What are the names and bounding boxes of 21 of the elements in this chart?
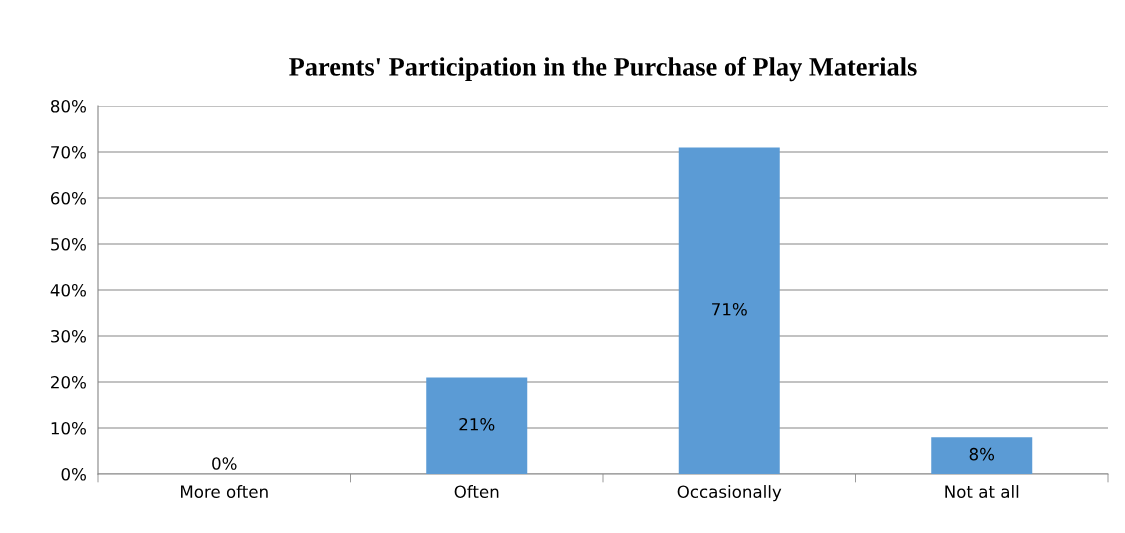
data-label: 8% — [969, 447, 995, 461]
y-tick-label: 80% — [50, 99, 86, 113]
chart-title: Parents' Participation in the Purchase of Play Materials — [289, 56, 917, 82]
data-label: 0% — [212, 457, 237, 470]
y-tick-label: 60% — [51, 191, 86, 205]
bar — [426, 377, 528, 474]
y-tick-label: 10% — [51, 421, 86, 435]
y-tick-label: 30% — [51, 329, 86, 343]
x-tick-label: Often — [454, 485, 499, 499]
bar — [678, 147, 780, 474]
x-tick-label: More often — [181, 485, 268, 499]
bar — [931, 437, 1033, 474]
y-tick-label: 20% — [51, 375, 86, 389]
data-label: 71% — [712, 302, 747, 316]
x-tick-label: Not at all — [945, 485, 1019, 499]
data-label: 21% — [459, 417, 495, 431]
y-tick-label: 50% — [51, 237, 86, 251]
y-tick-label: 70% — [51, 145, 86, 159]
y-tick-label: 40% — [50, 283, 86, 297]
y-tick-label: 0% — [61, 467, 86, 481]
x-tick-label: Occasionally — [677, 485, 782, 502]
